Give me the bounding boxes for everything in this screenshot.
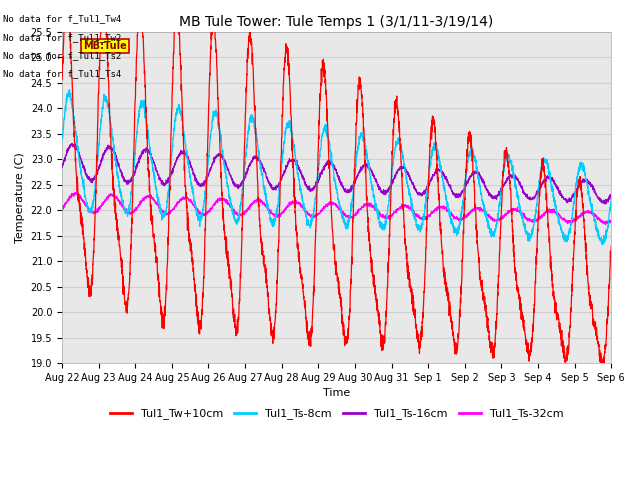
X-axis label: Time: Time (323, 388, 350, 398)
Text: No data for f_Tul1_Ts2: No data for f_Tul1_Ts2 (3, 51, 122, 60)
Title: MB Tule Tower: Tule Temps 1 (3/1/11-3/19/14): MB Tule Tower: Tule Temps 1 (3/1/11-3/19… (179, 15, 493, 29)
Text: MB:Tule: MB:Tule (83, 41, 127, 51)
Text: No data for f_Tul1_Ts4: No data for f_Tul1_Ts4 (3, 69, 122, 78)
Text: No data for f_Tul1_Tw4: No data for f_Tul1_Tw4 (3, 14, 122, 24)
Y-axis label: Temperature (C): Temperature (C) (15, 152, 25, 243)
Legend: Tul1_Tw+10cm, Tul1_Ts-8cm, Tul1_Ts-16cm, Tul1_Ts-32cm: Tul1_Tw+10cm, Tul1_Ts-8cm, Tul1_Ts-16cm,… (105, 404, 568, 424)
Text: No data for f_Tul1_Tw2: No data for f_Tul1_Tw2 (3, 33, 122, 42)
